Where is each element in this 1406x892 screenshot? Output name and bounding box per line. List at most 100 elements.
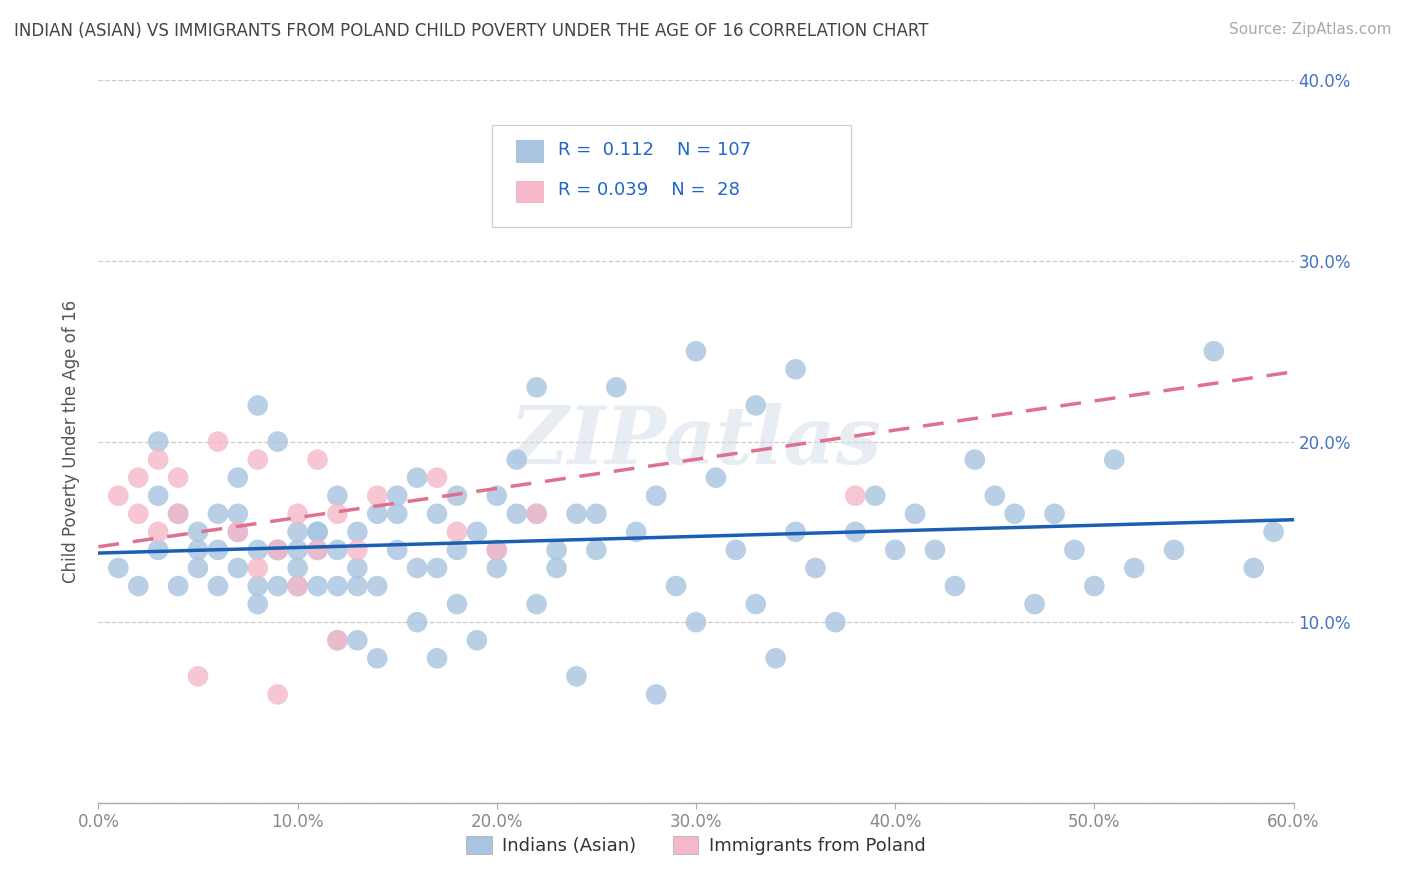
Point xyxy=(446,597,468,611)
Point xyxy=(585,145,607,160)
Point xyxy=(326,489,349,503)
Point xyxy=(267,434,290,449)
Point xyxy=(326,542,349,557)
Point xyxy=(148,542,170,557)
Point xyxy=(226,524,249,539)
Point xyxy=(346,561,368,575)
Point xyxy=(307,524,329,539)
Point xyxy=(1024,597,1046,611)
Point xyxy=(148,452,170,467)
Point xyxy=(426,471,449,485)
Point xyxy=(366,507,388,521)
Text: R = 0.039    N =  28: R = 0.039 N = 28 xyxy=(558,181,740,199)
Point xyxy=(385,542,409,557)
Point xyxy=(307,579,329,593)
Point xyxy=(287,524,309,539)
Point xyxy=(307,452,329,467)
Point xyxy=(526,597,548,611)
Point xyxy=(1063,542,1085,557)
Point xyxy=(526,380,548,394)
Point xyxy=(546,542,568,557)
Point xyxy=(1083,579,1105,593)
Point xyxy=(406,615,429,630)
Point xyxy=(765,651,787,665)
Point xyxy=(148,524,170,539)
Point xyxy=(246,542,269,557)
Point xyxy=(1123,561,1146,575)
Point xyxy=(187,542,209,557)
Point xyxy=(426,561,449,575)
Point xyxy=(1163,542,1185,557)
Point xyxy=(226,524,249,539)
Point xyxy=(187,669,209,683)
Point xyxy=(645,687,668,701)
Point xyxy=(326,633,349,648)
Point xyxy=(246,597,269,611)
Point xyxy=(307,542,329,557)
Point xyxy=(745,398,768,412)
Point xyxy=(167,507,190,521)
Point xyxy=(267,579,290,593)
Point xyxy=(246,561,269,575)
Point xyxy=(307,542,329,557)
Point xyxy=(904,507,927,521)
Point xyxy=(287,579,309,593)
Point xyxy=(546,561,568,575)
Point xyxy=(127,579,149,593)
Point xyxy=(824,615,846,630)
Point xyxy=(287,579,309,593)
Y-axis label: Child Poverty Under the Age of 16: Child Poverty Under the Age of 16 xyxy=(62,300,80,583)
Point xyxy=(307,524,329,539)
Point xyxy=(1004,507,1026,521)
Point xyxy=(148,489,170,503)
Point xyxy=(565,507,588,521)
Point xyxy=(526,507,548,521)
Point xyxy=(485,542,508,557)
Point xyxy=(745,597,768,611)
Point xyxy=(485,489,508,503)
Point xyxy=(267,542,290,557)
Point xyxy=(963,452,986,467)
Point xyxy=(346,579,368,593)
Point xyxy=(685,344,707,359)
Point xyxy=(1263,524,1285,539)
Point xyxy=(526,507,548,521)
Point xyxy=(167,507,190,521)
Point xyxy=(685,615,707,630)
Point xyxy=(446,489,468,503)
Point xyxy=(565,669,588,683)
Point xyxy=(385,489,409,503)
Point xyxy=(226,471,249,485)
Point xyxy=(127,507,149,521)
Point xyxy=(366,489,388,503)
Point xyxy=(127,471,149,485)
Legend: Indians (Asian), Immigrants from Poland: Indians (Asian), Immigrants from Poland xyxy=(460,830,932,863)
Text: R =  0.112    N = 107: R = 0.112 N = 107 xyxy=(558,141,751,159)
Point xyxy=(107,561,129,575)
Point xyxy=(366,579,388,593)
Point xyxy=(804,561,827,575)
Point xyxy=(506,507,529,521)
Point xyxy=(207,434,229,449)
Point xyxy=(326,579,349,593)
Point xyxy=(246,398,269,412)
Point xyxy=(207,507,229,521)
Point xyxy=(346,524,368,539)
Point xyxy=(385,507,409,521)
Point xyxy=(485,542,508,557)
Point xyxy=(287,561,309,575)
Point xyxy=(246,579,269,593)
Point xyxy=(167,471,190,485)
Point xyxy=(626,524,648,539)
Point xyxy=(465,524,488,539)
Point xyxy=(426,507,449,521)
Point xyxy=(844,489,866,503)
Point xyxy=(426,651,449,665)
Point xyxy=(865,489,887,503)
Point xyxy=(785,362,807,376)
Point xyxy=(226,561,249,575)
Point xyxy=(287,507,309,521)
Text: ZIPatlas: ZIPatlas xyxy=(510,403,882,480)
Point xyxy=(585,507,607,521)
Point xyxy=(107,489,129,503)
